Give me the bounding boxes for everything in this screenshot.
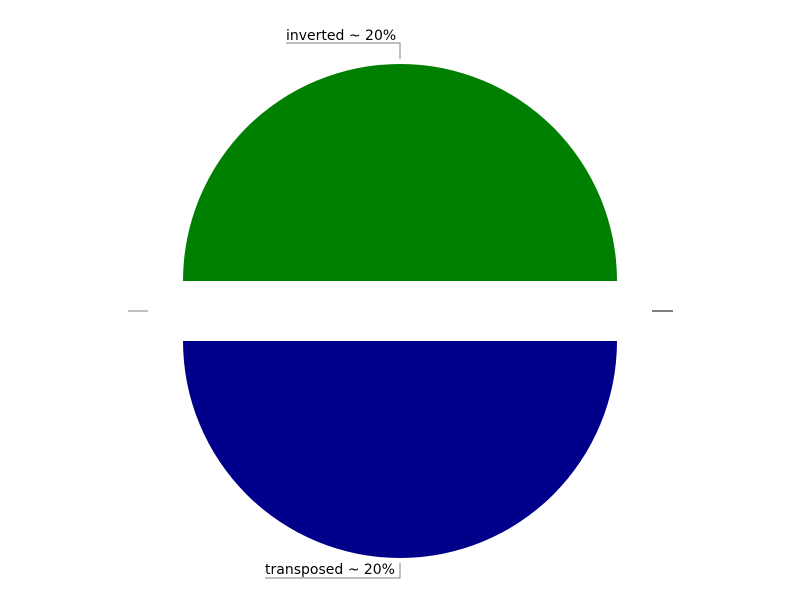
label-leader-line-0 <box>286 42 401 59</box>
label-leader-line-2 <box>265 563 401 579</box>
pie-slice-0 <box>183 64 617 281</box>
pie-slice-2 <box>183 341 617 558</box>
slice-label-0: inverted ~ 20% <box>286 28 396 44</box>
slice-label-2: transposed ~ 20% <box>265 562 395 578</box>
